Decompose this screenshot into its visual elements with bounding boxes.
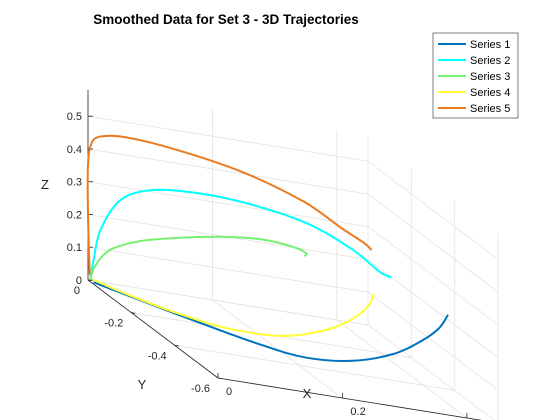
grid-line [367,324,495,420]
grid-line [174,344,455,391]
grid-line [212,299,343,399]
data-series [86,134,449,362]
tick-labels: 00.10.20.30.40.50-0.2-0.4-0.600.20.4 [67,111,366,418]
legend-item-2: Series 2 [438,55,510,67]
grid [87,90,499,420]
x-axis-line [217,377,482,420]
grid-line [367,193,499,293]
grid-line [87,115,369,162]
y-axis-label: Y [138,377,147,392]
legend-label: Series 5 [470,103,510,115]
grid-line [367,226,499,326]
grid-line [367,291,499,391]
legend-label: Series 2 [470,55,510,67]
z-tick-label: 0 [76,275,82,287]
legend-label: Series 3 [470,71,510,83]
grid-line [87,279,369,326]
series-line-2 [89,188,392,280]
y-tick-label: -0.4 [148,350,167,362]
z-tick-label: 0.2 [67,210,82,222]
legend-item-5: Series 5 [438,103,510,115]
series-line-5 [86,134,373,275]
z-axis-label: Z [41,177,49,192]
z-tick-label: 0.5 [67,111,82,123]
x-axis-label: X [303,386,312,401]
legend-item-1: Series 1 [438,39,510,51]
legend-label: Series 1 [470,39,510,51]
z-tick-label: 0.1 [67,242,82,254]
y-tick [87,279,93,281]
grid-line [87,148,369,195]
x-tick-label: 0 [226,386,232,398]
series-line-1 [93,281,449,362]
y-tick-label: -0.2 [104,318,123,330]
x-tick-label: 0.2 [350,406,365,418]
series-line-4 [92,278,374,337]
axes [87,90,482,420]
legend[interactable]: Series 1 Series 2 Series 3 Series 4 Series 5 [432,32,519,119]
grid-line [87,181,369,228]
y-tick-label: 0 [74,285,80,297]
y-axis-line [87,279,219,379]
grid-line [336,319,468,419]
y-tick [131,312,136,314]
chart-title: Smoothed Data for Set 3 - 3D Trajectorie… [93,12,359,27]
z-tick-label: 0.3 [67,177,82,189]
grid-line [367,259,499,358]
grid-line [87,246,369,293]
y-tick [174,344,179,347]
legend-label: Series 4 [470,87,510,99]
series-line-3 [89,235,308,281]
y-tick [217,377,223,379]
legend-item-3: Series 3 [438,71,510,83]
z-tick-label: 0.4 [67,144,82,156]
y-tick-label: -0.6 [191,383,210,395]
legend-item-4: Series 4 [438,87,510,99]
grid-line [367,160,499,260]
